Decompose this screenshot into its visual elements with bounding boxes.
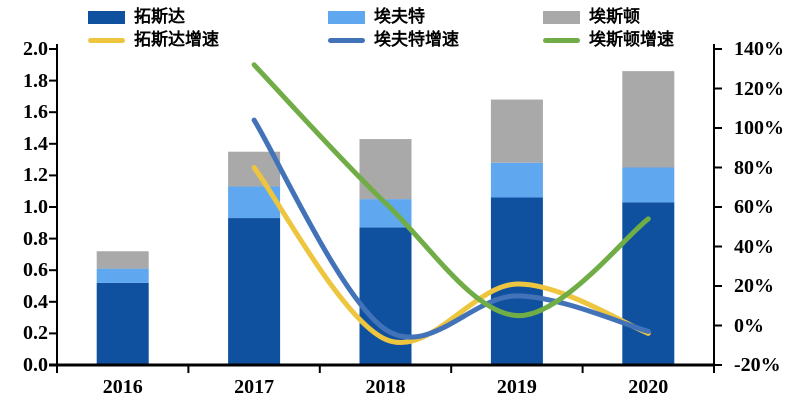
right-axis-tick-label: 60% — [734, 196, 774, 218]
bar-segment — [96, 268, 149, 283]
bar-segment — [359, 139, 412, 200]
bar-segment — [622, 71, 675, 168]
left-axis-tick-label: 1.0 — [23, 196, 48, 218]
legend-label: 拓斯达 — [134, 7, 185, 26]
left-axis-tick-label: 1.6 — [23, 101, 48, 124]
x-axis-category-label: 2018 — [365, 376, 406, 398]
legend-label: 埃斯顿 — [589, 7, 640, 26]
bar-segment — [622, 167, 675, 203]
left-axis-tick-label: 0.2 — [23, 322, 48, 345]
bar-segment — [490, 99, 543, 163]
growth-line — [251, 165, 651, 345]
bar-segment — [228, 218, 281, 365]
legend-label: 埃斯顿增速 — [589, 30, 674, 49]
legend-item-bar-aisidun: 埃斯顿 — [543, 7, 640, 26]
right-axis-tick-label: 0% — [734, 314, 764, 337]
legend-swatch-line-aisidun-growth — [543, 37, 580, 43]
bar-segment — [490, 197, 543, 365]
left-axis-tick-label: 1.8 — [23, 69, 48, 92]
legend-label: 拓斯达增速 — [134, 30, 219, 49]
right-axis-tick-label: -20% — [734, 354, 781, 376]
right-axis-tick-label: 140% — [734, 38, 784, 60]
x-axis-category-label: 2019 — [496, 376, 537, 398]
left-axis-tick-label: 0.4 — [23, 290, 48, 313]
left-axis-tick-label: 1.4 — [23, 132, 48, 155]
legend-item-line-aifute-growth: 埃夫特增速 — [328, 30, 459, 49]
legend-item-bar-tuosida: 拓斯达 — [88, 7, 185, 26]
x-axis-category-label: 2017 — [234, 376, 275, 398]
legend-item-bar-aifute: 埃夫特 — [328, 7, 425, 26]
left-axis-tick-label: 0.8 — [23, 227, 48, 250]
legend-swatch-bar-aisidun — [543, 10, 580, 24]
growth-line — [251, 117, 651, 340]
right-axis-tick-label: 20% — [734, 275, 774, 297]
legend-swatch-bar-aifute — [328, 10, 365, 24]
left-axis-tick-label: 1.2 — [23, 164, 48, 187]
bar-segment — [622, 202, 675, 365]
legend-label: 埃夫特增速 — [374, 30, 459, 49]
left-axis-tick-label: 2.0 — [23, 38, 48, 60]
bar-segment — [96, 282, 149, 365]
legend-swatch-line-aifute-growth — [328, 37, 365, 43]
legend-label: 埃夫特 — [374, 7, 425, 26]
right-axis-tick-label: 120% — [734, 77, 784, 100]
legend-item-line-tuosida-growth: 拓斯达增速 — [88, 30, 219, 49]
left-axis-tick-label: 0.6 — [23, 259, 48, 282]
x-axis-category-label: 2020 — [628, 376, 669, 398]
right-axis-tick-label: 100% — [734, 117, 784, 139]
growth-line — [251, 62, 651, 319]
legend-swatch-bar-tuosida — [88, 10, 125, 24]
bar-segment — [490, 162, 543, 198]
left-axis-tick-label: 0.0 — [23, 354, 48, 376]
bar-segment — [96, 251, 149, 269]
legend-swatch-line-tuosida-growth — [88, 37, 125, 43]
x-axis-category-label: 2016 — [102, 376, 143, 398]
right-axis-tick-label: 80% — [734, 156, 774, 179]
legend-item-line-aisidun-growth: 埃斯顿增速 — [543, 30, 674, 49]
right-axis-tick-label: 40% — [734, 235, 774, 258]
